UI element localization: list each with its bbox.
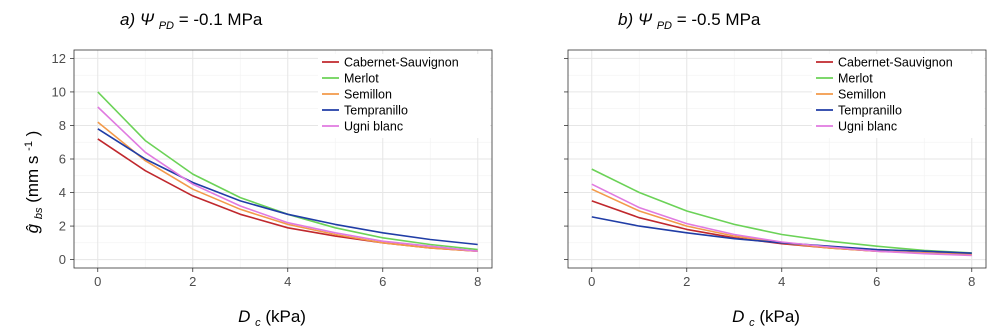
panel-a-legend-background bbox=[318, 54, 490, 138]
panel-a-x-tick-label: 8 bbox=[474, 274, 481, 289]
panel-a-plot-area: 0 2 4 6 8 0 2 4 6 8 10 12 Cabernet-Sauvignon Merlot Se… bbox=[52, 49, 493, 289]
panel-a-legend-label: Ugni blanc bbox=[344, 120, 403, 134]
panel-a-legend-label: Tempranillo bbox=[344, 104, 408, 118]
panel-b-x-tick-label: 6 bbox=[873, 274, 880, 289]
panel-a-x-tick-label: 2 bbox=[189, 274, 196, 289]
panel-b-plot-area: 0 2 4 6 8 Cabernet-Sauvignon Merlot Semillon Tem… bbox=[564, 49, 987, 289]
panel-b-series-line-ugni-blanc bbox=[591, 183, 972, 257]
panel-a-y-tick-label: 4 bbox=[59, 185, 66, 200]
panel-b-x-tick-label: 0 bbox=[588, 274, 595, 289]
panel-a-y-tick-label: 6 bbox=[59, 152, 66, 167]
panel-b-title: b) Ψ PD = -0.5 MPa bbox=[618, 10, 761, 33]
panel-b-x-tick-label: 8 bbox=[968, 274, 975, 289]
panel-a: a) Ψ PD = -0.1 MPa 0 2 4 6 8 0 2 4 6 8 10 12 Caberne… bbox=[17, 10, 493, 330]
panel-b-legend-label: Ugni blanc bbox=[838, 120, 897, 134]
panel-a-legend-label: Merlot bbox=[344, 72, 379, 86]
panel-b-legend-background bbox=[812, 54, 984, 138]
panel-b-x-tick-label: 4 bbox=[778, 274, 785, 289]
panel-a-series-line-ugni-blanc bbox=[97, 106, 478, 252]
panel-a-legend-label: Semillon bbox=[344, 88, 392, 102]
panel-b-legend-label: Cabernet-Sauvignon bbox=[838, 56, 953, 70]
panel-a-y-axis-label: ĝ bs (mm s -1 ) bbox=[17, 131, 46, 234]
panel-a-y-tick-label: 10 bbox=[52, 84, 66, 99]
panel-a-series-line-semillon bbox=[97, 121, 478, 252]
panel-b-legend-label: Merlot bbox=[838, 72, 873, 86]
panel-a-title: a) Ψ PD = -0.1 MPa bbox=[120, 10, 263, 33]
panel-a-legend-label: Cabernet-Sauvignon bbox=[344, 56, 459, 70]
panel-a-y-tick-label: 0 bbox=[59, 252, 66, 267]
panel-a-y-tick-label: 8 bbox=[59, 118, 66, 133]
panel-b-x-tick-label: 2 bbox=[683, 274, 690, 289]
panel-b-series-line-merlot bbox=[591, 168, 972, 254]
panel-b-x-axis-label: D c (kPa) bbox=[732, 307, 800, 330]
panel-a-y-tick-label: 2 bbox=[59, 219, 66, 234]
panel-b-legend-label: Tempranillo bbox=[838, 104, 902, 118]
panel-a-x-tick-label: 4 bbox=[284, 274, 291, 289]
panel-a-x-axis-label: D c (kPa) bbox=[238, 307, 306, 330]
panel-a-y-tick-label: 12 bbox=[52, 51, 66, 66]
panel-b: b) Ψ PD = -0.5 MPa 0 2 4 6 8 Cabernet-Sauvign… bbox=[564, 10, 987, 330]
panel-a-x-tick-label: 6 bbox=[379, 274, 386, 289]
panel-a-x-tick-label: 0 bbox=[94, 274, 101, 289]
panel-a-series-line-tempranillo bbox=[97, 128, 478, 246]
panel-b-legend-label: Semillon bbox=[838, 88, 886, 102]
